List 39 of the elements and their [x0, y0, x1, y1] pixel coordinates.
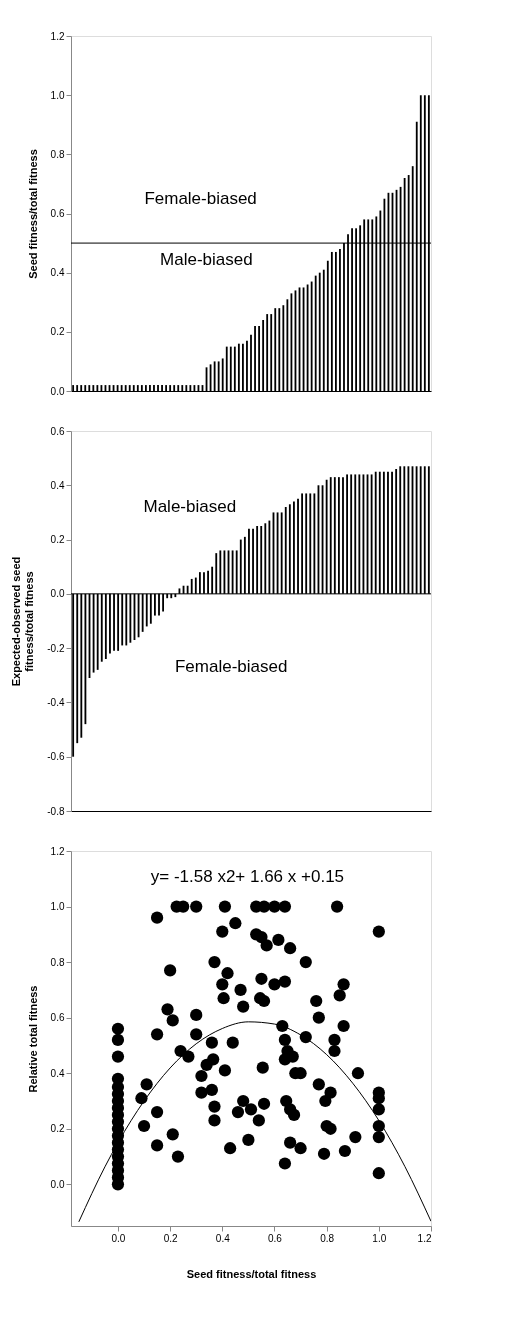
- annotation: Female-biased: [174, 656, 288, 676]
- y-tick-label: 0.0: [50, 385, 65, 397]
- y-tick-label: -0.8: [47, 805, 65, 817]
- y-tick-label: 0.8: [50, 148, 65, 160]
- y-axis-title: Seed fitness/total fitness: [26, 149, 39, 279]
- y-tick-label: 0.6: [50, 425, 65, 437]
- y-tick-label: 0.6: [50, 1012, 65, 1024]
- x-tick-label: 0.0: [111, 1232, 126, 1244]
- x-tick-label: 0.8: [320, 1232, 335, 1244]
- annotation: Male-biased: [160, 249, 253, 269]
- y-tick-label: -0.4: [47, 696, 65, 708]
- y-tick-label: 0.4: [50, 267, 65, 279]
- x-axis-title: Seed fitness/total fitness: [186, 1267, 317, 1280]
- y-tick-label: 1.2: [50, 845, 65, 857]
- line-series: [78, 1021, 431, 1223]
- x-tick-label: 1.0: [372, 1232, 387, 1244]
- annotation: Male-biased: [143, 497, 237, 516]
- x-tick-label: 1.2: [417, 1232, 432, 1244]
- y-tick-label: 1.0: [50, 89, 65, 101]
- y-axis-title: Expected-observed seed fitness/total fitness: [10, 556, 36, 687]
- y-tick-label: 0.6: [50, 208, 65, 219]
- y-tick-label: -0.2: [47, 642, 65, 654]
- y-tick-label: 0.8: [50, 956, 65, 968]
- y-axis-title: Relative total fitness: [26, 985, 39, 1093]
- annotation: y= -1.58 x2+ 1.66 x +0.15: [150, 867, 345, 887]
- x-tick-label: 0.4: [215, 1232, 231, 1244]
- y-tick-label: 1.0: [50, 901, 65, 913]
- y-tick-label: 0.4: [50, 1067, 65, 1079]
- y-tick-label: 1.2: [50, 30, 65, 42]
- y-tick-label: 0.4: [50, 479, 65, 491]
- y-tick-label: 0.0: [50, 588, 65, 600]
- x-tick-label: 0.2: [163, 1232, 179, 1244]
- y-tick-label: 0.0: [50, 1178, 65, 1190]
- y-tick-label: -0.6: [47, 751, 65, 763]
- annotation: Female-biased: [144, 189, 257, 209]
- y-tick-label: 0.2: [50, 534, 65, 546]
- y-tick-label: 0.2: [50, 326, 65, 338]
- x-tick-label: 0.6: [268, 1232, 283, 1244]
- y-tick-label: 0.2: [50, 1123, 65, 1135]
